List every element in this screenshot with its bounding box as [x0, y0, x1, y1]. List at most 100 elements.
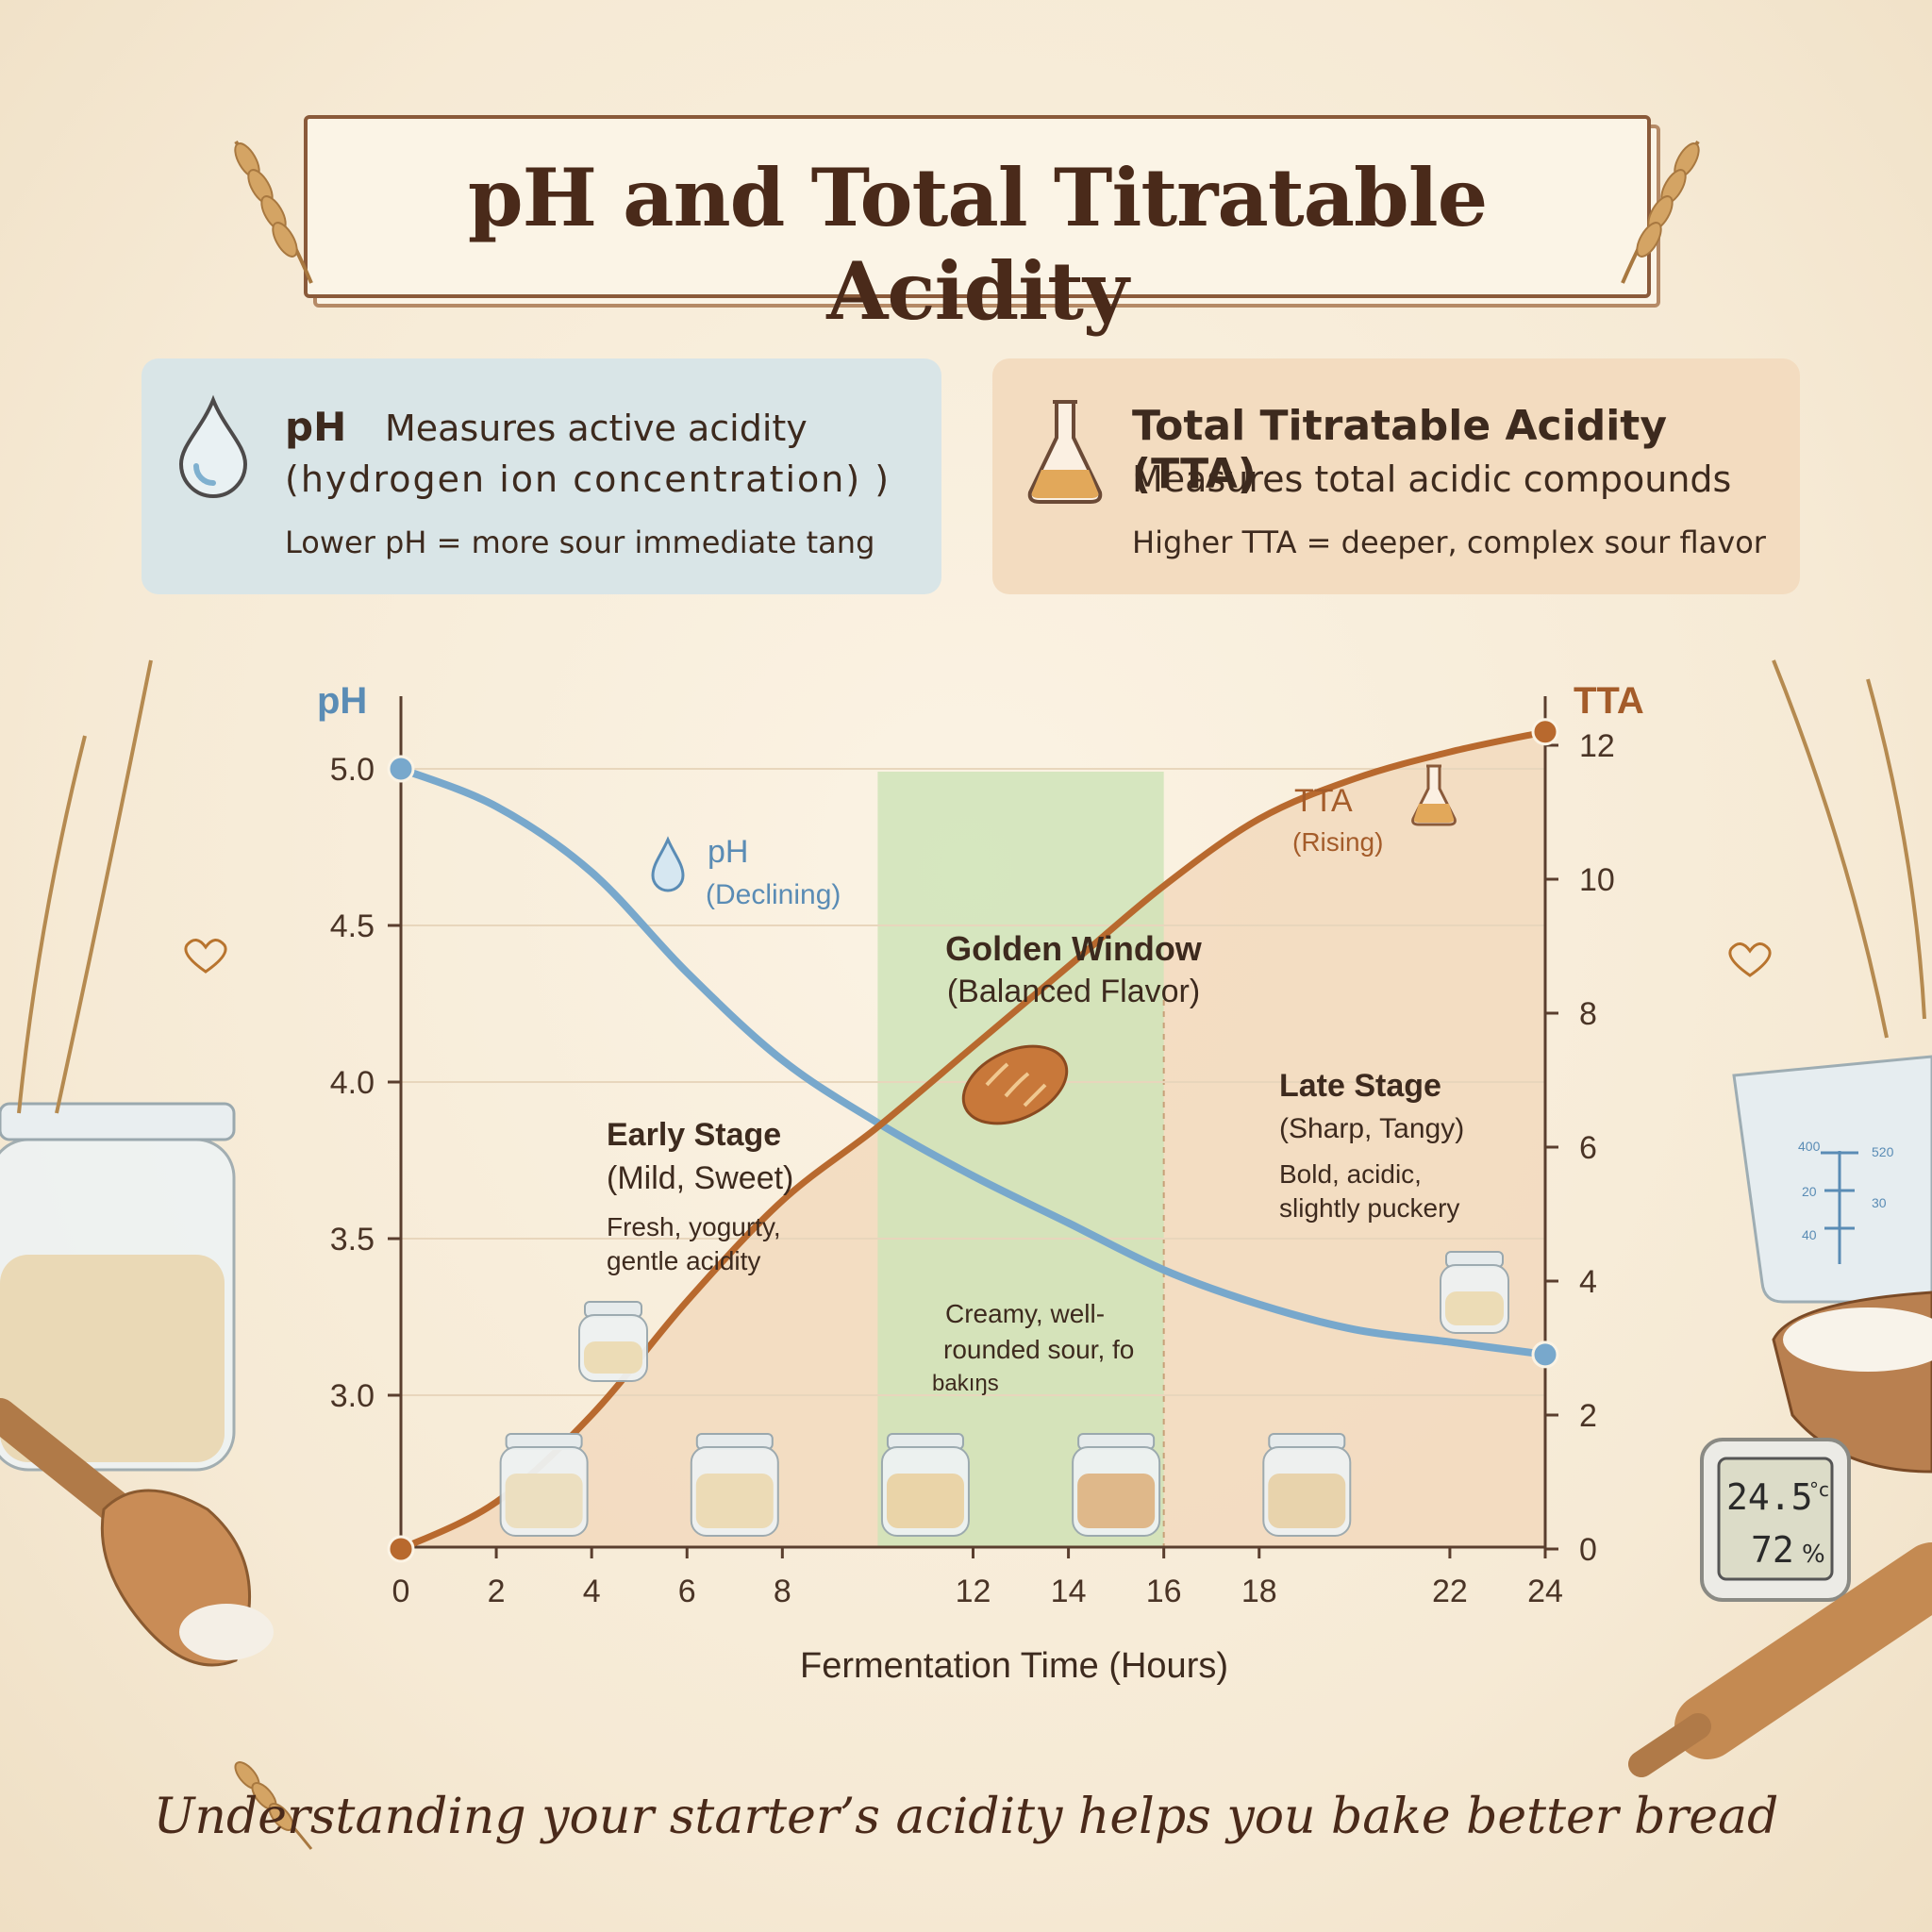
- ph-series-sublabel: (Declining): [706, 879, 841, 910]
- flask-icon: [1027, 400, 1103, 504]
- tta-series-sublabel: (Rising): [1292, 827, 1383, 857]
- flask-icon: [1411, 764, 1457, 826]
- ph-tick-label: 4.5: [330, 908, 375, 944]
- tta-tick-label: 12: [1579, 728, 1615, 764]
- late-stage-subtitle: (Sharp, Tangy): [1279, 1113, 1464, 1144]
- starter-jar-icon: [578, 1301, 648, 1382]
- ph-series-label: pH: [708, 834, 748, 870]
- golden-window-note: rounded sour, fo: [943, 1335, 1134, 1364]
- golden-window-title: Golden Window: [945, 929, 1203, 968]
- ph-info-card: pH Measures active acidity (hydrogen ion…: [142, 358, 941, 594]
- rolling-pin-icon: [1628, 1542, 1932, 1777]
- ph-tick-label: 3.0: [330, 1378, 375, 1414]
- time-tick-label: 24: [1527, 1574, 1563, 1609]
- tta-card-heading: Total Titratable Acidity (TTA): [1132, 402, 1668, 498]
- tta-card-line2: Higher TTA = deeper, complex sour flavor: [1132, 525, 1766, 560]
- svg-text:40: 40: [1802, 1227, 1817, 1242]
- tta-info-card: Total Titratable Acidity (TTA) Measures …: [992, 358, 1800, 594]
- tta-tick-label: 4: [1579, 1264, 1597, 1300]
- ph-series-line: [397, 765, 1549, 1358]
- wheat-icon: [1621, 140, 1700, 284]
- tta-start-point: [387, 1535, 415, 1563]
- starter-jar-icon: [880, 1433, 970, 1537]
- svg-text:°c: °c: [1809, 1478, 1829, 1501]
- late-stage-title: Late Stage: [1279, 1068, 1441, 1104]
- page-title: pH and Total Titratable Acidity: [467, 151, 1488, 338]
- starter-jar-icon: [690, 1433, 779, 1537]
- starter-jar-icon: [1440, 1251, 1509, 1334]
- tta-card-line1: Measures total acidic compounds: [1132, 458, 1732, 500]
- ph-tick-label: 4.0: [330, 1065, 375, 1101]
- heart-icon: [184, 939, 227, 974]
- early-stage-title: Early Stage: [607, 1117, 781, 1153]
- late-stage-description: Bold, acidic,: [1279, 1159, 1422, 1189]
- thermometer-icon: 24.5 °c 72 %: [1700, 1438, 1851, 1602]
- water-drop-icon: [178, 394, 248, 498]
- flour-bowl-icon: [1772, 1291, 1932, 1474]
- temperature-readout: 24.5: [1726, 1476, 1813, 1518]
- starter-jar-icon: [499, 1433, 589, 1537]
- time-tick-label: 18: [1241, 1574, 1277, 1609]
- early-stage-description: Fresh, yogurty,: [607, 1212, 781, 1241]
- tta-end-point: [1531, 718, 1559, 746]
- time-tick-label: 0: [392, 1574, 410, 1609]
- tta-tick-label: 10: [1579, 862, 1615, 898]
- tta-tick-label: 0: [1579, 1532, 1597, 1568]
- time-tick-label: 16: [1146, 1574, 1182, 1609]
- svg-text:520: 520: [1872, 1144, 1894, 1159]
- time-tick-label: 6: [678, 1574, 696, 1609]
- measuring-cup-icon: 400 20 40 520 30: [1732, 1055, 1932, 1304]
- title-banner: pH and Total Titratable Acidity: [304, 115, 1651, 338]
- ph-axis-ticks: 5.0 4.5 4.0 3.5 3.0: [330, 752, 401, 1414]
- time-tick-label: 22: [1432, 1574, 1468, 1609]
- time-tick-label: 14: [1051, 1574, 1087, 1609]
- ph-start-point: [387, 755, 415, 783]
- ph-axis-title: pH: [317, 680, 367, 722]
- tta-axis-ticks: 12 10 8 6 4 2 0: [1545, 728, 1615, 1568]
- tta-series-line: [397, 728, 1549, 1553]
- late-stage-description: slightly puckery: [1279, 1193, 1459, 1223]
- golden-window-region: [877, 772, 1164, 1547]
- x-axis-title: Fermentation Time (Hours): [800, 1646, 1228, 1686]
- time-tick-label: 12: [956, 1574, 991, 1609]
- heart-icon: [1728, 942, 1772, 977]
- early-stage-description: gentle acidity: [607, 1246, 760, 1275]
- tta-axis-title: TTA: [1574, 680, 1644, 722]
- starter-jar-icon: [0, 1102, 236, 1472]
- time-tick-label: 2: [488, 1574, 506, 1609]
- ph-card-line3: Lower pH = more sour immediate tang: [285, 525, 875, 560]
- ph-tick-label: 3.5: [330, 1222, 375, 1257]
- golden-window-note: Creamy, well-: [945, 1299, 1105, 1328]
- starter-jar-icon: [1072, 1433, 1161, 1537]
- bread-icon: [961, 1044, 1069, 1125]
- time-tick-label: 8: [774, 1574, 791, 1609]
- early-stage-subtitle: (Mild, Sweet): [607, 1160, 793, 1196]
- ph-card-heading: pH: [285, 404, 347, 450]
- tta-tick-label: 2: [1579, 1398, 1597, 1434]
- ph-end-point: [1531, 1341, 1559, 1369]
- wheat-icon: [1772, 659, 1926, 1039]
- footer-tagline: Understanding your starter’s acidity hel…: [153, 1789, 1779, 1845]
- time-axis-ticks: 0 2 4 6 8 12 14 16 18 22 24: [392, 1547, 1563, 1609]
- golden-window-note: bakıŋs: [932, 1371, 999, 1396]
- svg-text:20: 20: [1802, 1184, 1817, 1199]
- water-drop-icon: [651, 836, 685, 892]
- wheat-icon: [17, 659, 153, 1114]
- humidity-readout: 72: [1751, 1529, 1794, 1571]
- tta-tick-label: 8: [1579, 996, 1597, 1032]
- wheat-icon: [234, 1760, 313, 1850]
- svg-text:30: 30: [1872, 1195, 1887, 1210]
- ph-tick-label: 5.0: [330, 752, 375, 788]
- ph-card-line2: (hydrogen ion concentration) ): [285, 458, 891, 500]
- jar-row: [499, 1251, 1509, 1537]
- golden-window-subtitle: (Balanced Flavor): [947, 974, 1200, 1009]
- starter-jar-icon: [1262, 1433, 1352, 1537]
- tta-series-label: TTA: [1294, 783, 1353, 819]
- ph-card-line1: Measures active acidity: [385, 408, 808, 449]
- svg-text:%: %: [1802, 1541, 1825, 1569]
- svg-text:400: 400: [1798, 1139, 1821, 1154]
- scoop-icon: [0, 1398, 274, 1667]
- tta-tick-label: 6: [1579, 1130, 1597, 1166]
